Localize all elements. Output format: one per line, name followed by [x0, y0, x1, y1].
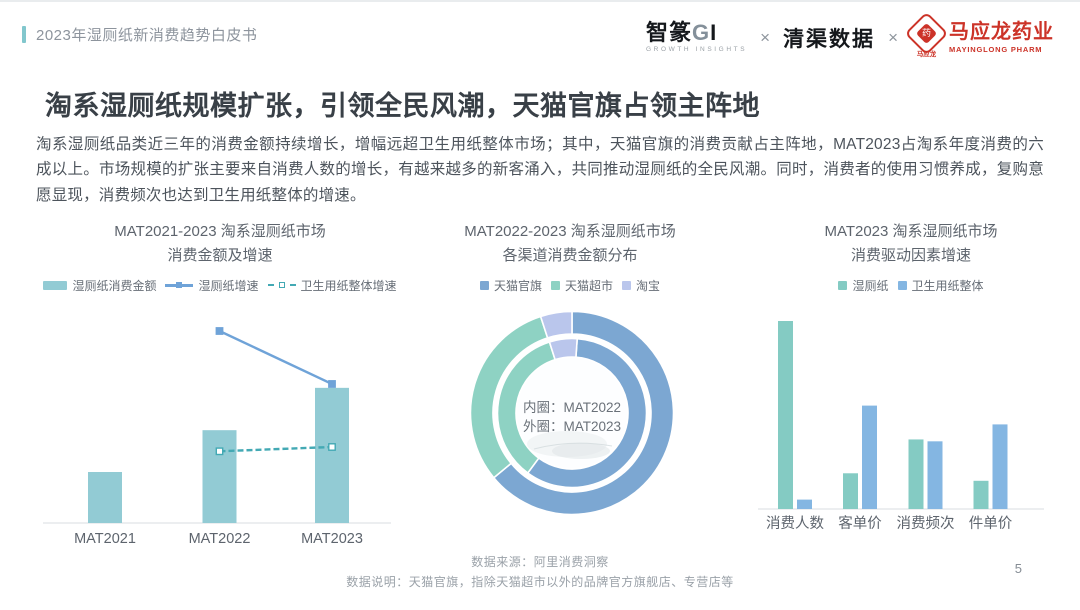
chart-title: MAT2021-2023 淘系湿厕纸市场	[114, 223, 326, 240]
chart-subtitle: 消费驱动因素增速	[850, 247, 971, 264]
chart-subtitle: 各渠道消费金额分布	[502, 247, 638, 264]
svg-text:MAT2023: MAT2023	[301, 531, 363, 547]
legend: 天猫官旗 天猫超市 淘宝	[415, 277, 725, 294]
legend-label: 湿厕纸消费金额	[72, 278, 157, 293]
logo-mayinglong: 药 马应龙 马应龙药业 MAYINGLONG PHARM	[904, 11, 1054, 59]
chart-panel-amount-growth: MAT2021-2023 淘系湿厕纸市场 消费金额及增速 湿厕纸消费金额 湿厕纸…	[35, 220, 405, 554]
legend-label: 卫生用纸整体	[911, 278, 984, 293]
legend-item: 湿厕纸消费金额	[43, 277, 156, 294]
breadcrumb: 2023年湿厕纸新消费趋势白皮书	[22, 24, 257, 45]
legend-item: 天猫超市	[550, 277, 613, 294]
svg-text:消费人数: 消费人数	[766, 515, 824, 532]
square-swatch-icon	[550, 280, 560, 290]
svg-text:内圈：MAT2022: 内圈：MAT2022	[523, 400, 621, 415]
legend-item: 淘宝	[622, 277, 660, 294]
line-swatch-icon	[165, 282, 194, 289]
mayinglong-seal-icon: 药 马应龙	[904, 11, 949, 59]
svg-text:客单价: 客单价	[838, 515, 882, 532]
square-swatch-icon	[838, 280, 848, 290]
chart-title: MAT2023 淘系湿厕纸市场	[824, 223, 998, 240]
breadcrumb-label: 2023年湿厕纸新消费趋势白皮书	[36, 27, 258, 44]
square-swatch-icon	[897, 280, 907, 290]
bar-line-chart-canvas: MAT2021 MAT2022 MAT2023	[43, 327, 391, 547]
svg-text:件单价: 件单价	[969, 515, 1013, 532]
body-paragraph: 淘系湿厕纸品类近三年的消费金额持续增长，增幅远超卫生用纸整体市场；其中，天猫官旗…	[36, 135, 1044, 204]
logo-zhizhuan-wordmark: 智篆GI	[646, 20, 718, 46]
legend-label: 卫生用纸整体增速	[300, 278, 397, 293]
svg-text:MAT2021: MAT2021	[74, 531, 136, 547]
legend-item: 卫生用纸整体	[897, 277, 984, 294]
grouped-bar-chart-canvas: 消费人数 客单价 消费频次 件单价	[758, 321, 1044, 532]
legend-item: 天猫官旗	[479, 277, 542, 294]
legend: 湿厕纸 卫生用纸整体	[752, 277, 1070, 294]
legend-label: 天猫官旗	[493, 278, 542, 293]
svg-text:外圈：MAT2023: 外圈：MAT2023	[523, 419, 621, 434]
brand-logos: 智篆GI GROWTH INSIGHTS × 清渠数据 × 药 马应龙 马应龙药…	[646, 11, 1054, 60]
legend-label: 湿厕纸	[852, 278, 889, 293]
legend-label: 淘宝	[636, 278, 661, 293]
bar-swatch-icon	[43, 280, 68, 290]
logo-mayinglong-subtitle: MAYINGLONG PHARM	[949, 45, 1043, 54]
logo-qingqu: 清渠数据	[783, 28, 876, 51]
logo-zhizhuan-subtitle: GROWTH INSIGHTS	[646, 46, 748, 54]
accent-bar-icon	[22, 26, 26, 43]
logo-separator: ×	[888, 28, 898, 47]
chart-panel-growth-drivers: MAT2023 淘系湿厕纸市场 消费驱动因素增速 湿厕纸 卫生用纸整体 消费人数…	[752, 220, 1070, 554]
legend-item: 湿厕纸	[838, 277, 889, 294]
logo-separator: ×	[760, 28, 771, 47]
logo-zhizhuan: 智篆GI GROWTH INSIGHTS	[646, 22, 747, 54]
svg-text:消费频次: 消费频次	[897, 515, 955, 532]
square-swatch-icon	[479, 280, 489, 290]
legend-label: 湿厕纸增速	[198, 278, 259, 293]
chart-subtitle: 消费金额及增速	[167, 247, 273, 264]
chart-panel-channel-share: MAT2022-2023 淘系湿厕纸市场 各渠道消费金额分布 天猫官旗 天猫超市…	[415, 220, 725, 554]
svg-text:MAT2022: MAT2022	[189, 531, 251, 547]
page-title: 淘系湿厕纸规模扩张，引领全民风潮，天猫官旗占领主阵地	[45, 91, 760, 122]
footer-note: 数据说明：天猫官旗，指除天猫超市以外的品牌官方旗舰店、专营店等	[346, 575, 734, 589]
legend-item: 卫生用纸整体增速	[267, 277, 397, 294]
page-number: 5	[1014, 561, 1022, 576]
legend-label: 天猫超市	[564, 278, 613, 293]
square-swatch-icon	[622, 280, 631, 290]
logo-mayinglong-wordmark: 马应龙药业	[949, 21, 1054, 43]
footer-source: 数据来源：阿里消费洞察	[471, 555, 609, 569]
dashed-line-swatch-icon	[267, 282, 296, 289]
donut-chart-canvas: 内圈：MAT2022 外圈：MAT2023	[469, 310, 675, 516]
legend: 湿厕纸消费金额 湿厕纸增速 卫生用纸整体增速	[35, 277, 405, 294]
legend-item: 湿厕纸增速	[165, 277, 259, 294]
chart-title: MAT2022-2023 淘系湿厕纸市场	[464, 223, 676, 240]
